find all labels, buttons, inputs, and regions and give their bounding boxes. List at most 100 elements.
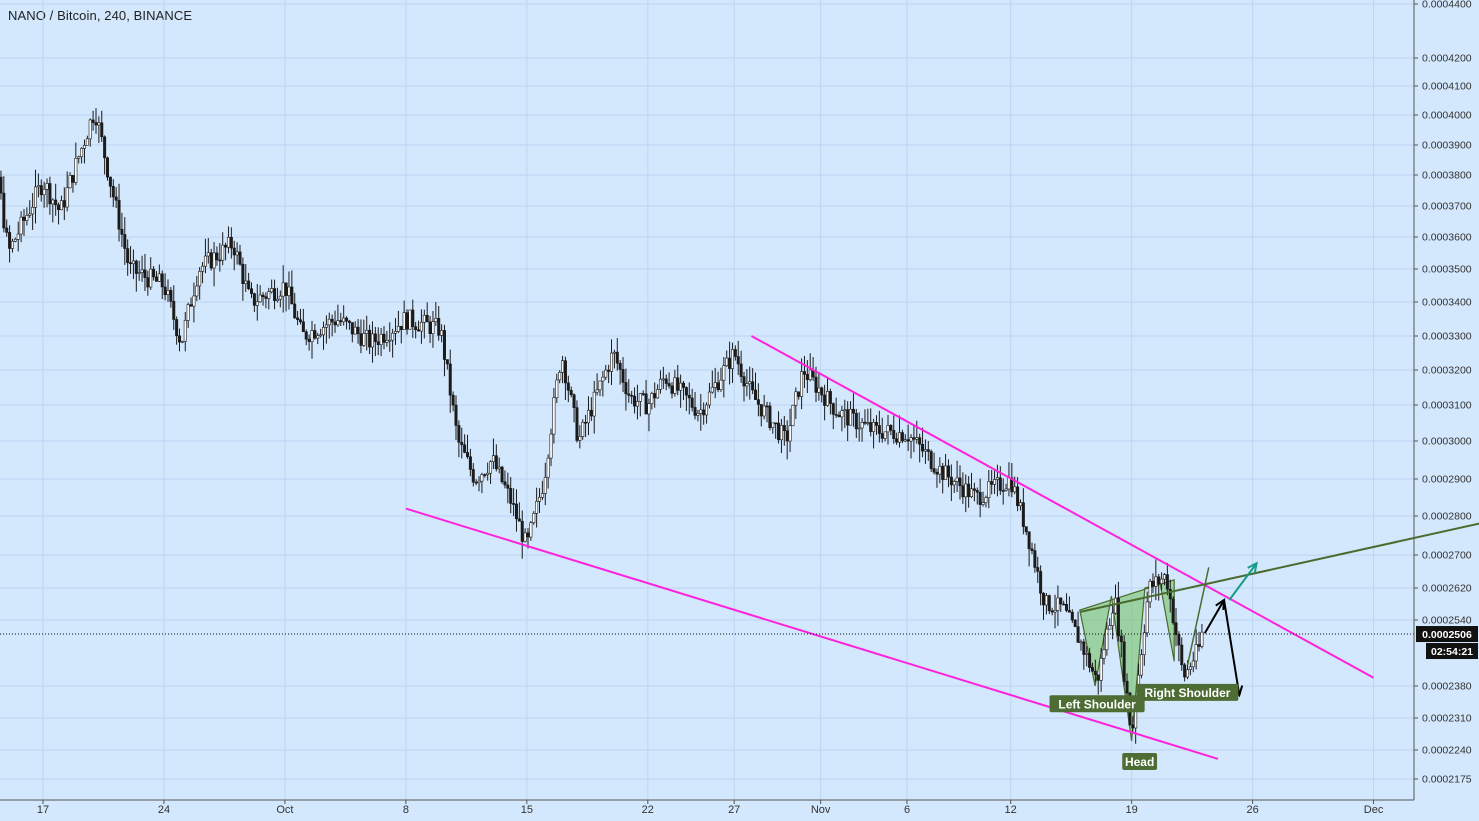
- y-tick-label-19: 0.0002380: [1422, 681, 1472, 693]
- candle: [1036, 556, 1040, 584]
- candle: [578, 425, 582, 449]
- candle: [183, 312, 187, 352]
- candle: [1108, 618, 1112, 630]
- candle: [108, 176, 112, 198]
- candle: [532, 511, 536, 525]
- candle: [353, 321, 357, 335]
- candle: [394, 318, 398, 345]
- candle: [549, 428, 553, 467]
- candle: [941, 462, 945, 494]
- candle: [633, 387, 637, 414]
- head-label[interactable]: Head: [1122, 753, 1158, 771]
- breakout-arrow[interactable]: [1228, 561, 1258, 601]
- candle: [258, 285, 262, 303]
- candle: [823, 384, 827, 421]
- candle: [555, 373, 559, 403]
- y-tick-label-13: 0.0003000: [1422, 436, 1472, 448]
- projection-arrow-up[interactable]: [1203, 598, 1226, 634]
- candle: [57, 202, 61, 225]
- candle: [756, 383, 760, 417]
- candle: [745, 369, 749, 397]
- lower-trendline[interactable]: [405, 507, 1219, 760]
- candle: [365, 315, 369, 351]
- candle: [903, 434, 907, 443]
- candle: [270, 279, 274, 294]
- candle: [656, 384, 660, 399]
- y-tick-label-22: 0.0002175: [1422, 774, 1472, 786]
- x-tick-label-5: 22: [642, 804, 654, 816]
- candle: [938, 457, 942, 484]
- candle: [935, 468, 939, 488]
- candle: [114, 187, 118, 209]
- left-shoulder-label[interactable]: Left Shoulder: [1049, 695, 1145, 713]
- candle: [1096, 674, 1100, 695]
- candle: [892, 415, 896, 444]
- candle: [1165, 562, 1169, 596]
- candle: [869, 408, 873, 437]
- x-tick-label-10: 19: [1126, 804, 1138, 816]
- candle: [68, 172, 72, 189]
- candle: [500, 465, 504, 484]
- candle: [16, 221, 20, 252]
- candle: [978, 478, 982, 518]
- candle: [575, 400, 579, 443]
- candle: [1119, 629, 1123, 658]
- candle: [157, 264, 161, 283]
- candle: [895, 432, 899, 445]
- candle: [774, 422, 778, 439]
- candle: [1007, 462, 1011, 497]
- candle: [785, 420, 789, 460]
- projection-arrow-down[interactable]: [1223, 599, 1244, 698]
- candle: [129, 246, 133, 274]
- candle: [373, 326, 377, 357]
- candle: [471, 463, 475, 487]
- candle: [817, 372, 821, 401]
- candle: [117, 183, 121, 242]
- candle: [595, 373, 599, 396]
- candle: [1191, 651, 1195, 673]
- candle: [589, 397, 593, 422]
- candle: [1197, 631, 1201, 652]
- candle: [396, 310, 400, 334]
- candle: [1070, 609, 1074, 623]
- candle: [520, 510, 524, 559]
- candle: [840, 405, 844, 432]
- candle: [900, 429, 904, 444]
- candle: [301, 308, 305, 333]
- candle: [445, 359, 449, 370]
- candle: [592, 380, 596, 434]
- y-tick-label-16: 0.0002700: [1422, 550, 1472, 562]
- candle: [261, 292, 265, 306]
- candle: [949, 464, 953, 501]
- candle: [255, 283, 259, 321]
- candle: [1168, 579, 1172, 613]
- candle: [489, 460, 493, 485]
- candle: [1042, 592, 1046, 620]
- candle: [483, 473, 487, 478]
- candle: [509, 477, 513, 514]
- candle: [275, 287, 279, 303]
- candle: [687, 382, 691, 415]
- candle: [218, 242, 222, 272]
- candle: [1142, 624, 1146, 666]
- candle: [880, 417, 884, 443]
- right-shoulder-label[interactable]: Right Shoulder: [1136, 683, 1239, 701]
- candle: [468, 448, 472, 477]
- candle: [702, 402, 706, 425]
- x-tick-label-12: Dec: [1364, 804, 1384, 816]
- candle: [1059, 597, 1063, 613]
- candle: [1145, 591, 1149, 637]
- candle: [304, 329, 308, 346]
- candle: [647, 398, 651, 432]
- candle: [621, 357, 625, 393]
- candle: [1073, 619, 1077, 628]
- candle: [644, 379, 648, 415]
- candle: [77, 155, 81, 164]
- right-shoulder-leg[interactable]: [1186, 567, 1210, 666]
- last-price-tag: 0.0002506: [1416, 626, 1478, 643]
- candle: [463, 434, 467, 454]
- neckline[interactable]: [1079, 505, 1479, 613]
- upper-trendline[interactable]: [750, 335, 1375, 679]
